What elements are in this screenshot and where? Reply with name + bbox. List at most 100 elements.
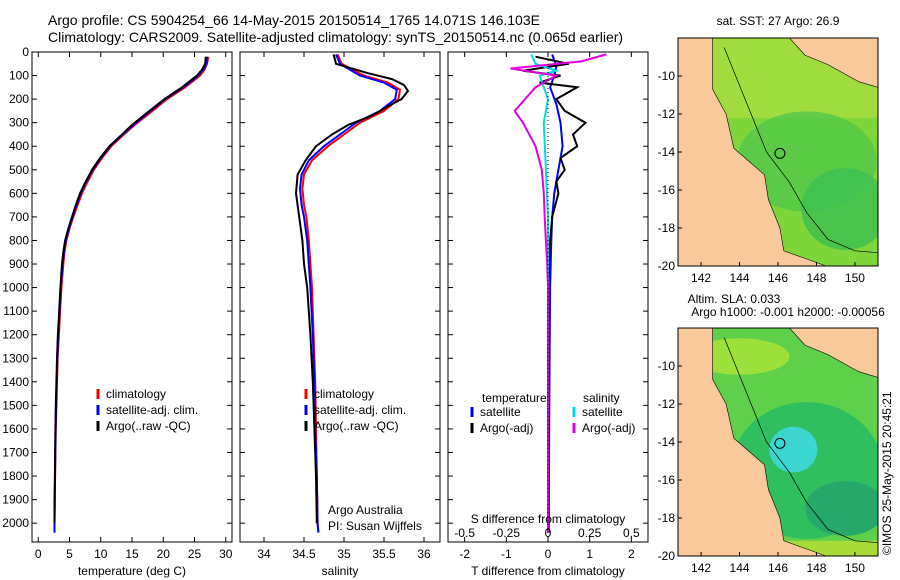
sla_map-ytick-label: -10 bbox=[658, 359, 676, 373]
depth-tick-label: 0 bbox=[22, 45, 29, 59]
diff-s-xlabel: S difference from climatology bbox=[471, 512, 626, 526]
sla_map-ytick-label: -18 bbox=[658, 511, 676, 525]
temperature-legend-label: climatology bbox=[106, 387, 166, 401]
sst_map-ytick-label: -10 bbox=[658, 69, 676, 83]
sla_map-xtick-label: 146 bbox=[768, 561, 788, 575]
temperature-legend-label: satellite-adj. clim. bbox=[106, 403, 198, 417]
depth-tick-label: 1400 bbox=[2, 375, 29, 389]
sla_map-patch-se bbox=[805, 481, 878, 536]
difference-series-3 bbox=[510, 53, 607, 533]
temperature-xtick-label: 10 bbox=[94, 547, 108, 561]
sst_map-patch-south bbox=[801, 167, 878, 251]
depth-tick-label: 400 bbox=[9, 139, 29, 153]
salinity-xtick-label: 34 bbox=[257, 547, 271, 561]
sla_map-ytick-label: -12 bbox=[658, 397, 676, 411]
sst_map-xtick-label: 150 bbox=[845, 271, 865, 285]
sst_map: 142 144 146 148 150 -10 -12 -14 -16 -18 -20 bbox=[658, 37, 879, 285]
sst_map-ytick-label: -14 bbox=[658, 145, 676, 159]
salinity-legend-label: satellite-adj. clim. bbox=[314, 403, 406, 417]
diff-legend-label: Argo(-adj) bbox=[480, 421, 533, 435]
difference-xtick-label: 2 bbox=[628, 547, 635, 561]
sla_map-contour bbox=[723, 337, 878, 544]
sst_map-xtick-label: 148 bbox=[806, 271, 826, 285]
sla_map-field bbox=[678, 328, 878, 556]
sla_map-ytick-label: -20 bbox=[658, 549, 676, 563]
salinity-legend-label: Argo(..raw -QC) bbox=[314, 419, 399, 433]
salinity-frame bbox=[239, 51, 441, 543]
salinity-panel: 34 34.5 35 35.5 36 salinity bbox=[239, 51, 441, 578]
diff-legend-s-title: salinity bbox=[583, 391, 620, 405]
sla_map-xtick-label: 150 bbox=[845, 561, 865, 575]
depth-tick-label: 800 bbox=[9, 233, 29, 247]
diff-legend-t-title: temperature bbox=[482, 391, 547, 405]
salinity-xtick-label: 34.5 bbox=[292, 547, 316, 561]
difference-xtick-label: -2 bbox=[459, 547, 470, 561]
sla_map-patch-eddy bbox=[769, 426, 818, 473]
sla_map-xtick-label: 144 bbox=[730, 561, 750, 575]
depth-tick-label: 100 bbox=[9, 69, 29, 83]
depth-tick-label: 300 bbox=[9, 116, 29, 130]
temperature-series-2 bbox=[53, 56, 207, 524]
salinity-legend-label: climatology bbox=[314, 387, 374, 401]
salinity-xlabel: salinity bbox=[322, 564, 359, 578]
diff-legend-label: Argo(-adj) bbox=[582, 421, 635, 435]
temperature-xtick-label: 15 bbox=[125, 547, 139, 561]
difference-xtick-label: -1 bbox=[501, 547, 512, 561]
sla_map-land-png bbox=[789, 328, 878, 378]
sst_map-ytick-label: -20 bbox=[658, 259, 676, 273]
difference-xtick-label: 0 bbox=[545, 547, 552, 561]
sla_map-xtick-label: 142 bbox=[691, 561, 711, 575]
temperature-frame bbox=[31, 51, 233, 543]
sla_map-float-marker bbox=[774, 437, 786, 449]
salinity-series-2 bbox=[294, 54, 410, 524]
depth-tick-label: 900 bbox=[9, 257, 29, 271]
sst_map-ytick-label: -12 bbox=[658, 107, 676, 121]
depth-tick-label: 600 bbox=[9, 186, 29, 200]
temperature-panel: 0100200300400500600700800900100011001200… bbox=[2, 45, 232, 578]
timestamp-stamp: ©IMOS 25-May-2015 20:45:21 bbox=[880, 391, 894, 555]
depth-tick-label: 1900 bbox=[2, 493, 29, 507]
figure-title-line2: Climatology: CARS2009. Satellite-adjuste… bbox=[48, 29, 624, 45]
difference-panel: -2 -1 0 1 2T difference from climatology bbox=[447, 51, 649, 578]
salinity-xtick-label: 35 bbox=[337, 547, 351, 561]
salinity-series-1 bbox=[298, 54, 398, 533]
difference-xlabel: T difference from climatology bbox=[471, 564, 625, 578]
depth-tick-label: 1000 bbox=[2, 281, 29, 295]
temperature-xtick-label: 30 bbox=[219, 547, 233, 561]
depth-tick-label: 1800 bbox=[2, 469, 29, 483]
sst_map-contour bbox=[723, 47, 878, 254]
salinity-xtick-label: 35.5 bbox=[372, 547, 396, 561]
sst_map-xtick-label: 144 bbox=[730, 271, 750, 285]
sla_map-xtick-label: 148 bbox=[806, 561, 826, 575]
depth-tick-label: 1500 bbox=[2, 398, 29, 412]
diff-s-tick-label: 0.25 bbox=[578, 526, 602, 540]
depth-tick-label: 1100 bbox=[3, 304, 29, 318]
depth-tick-label: 2000 bbox=[2, 516, 29, 530]
depth-tick-label: 1200 bbox=[2, 328, 29, 342]
diff-s-tick-label: -0.25 bbox=[493, 526, 521, 540]
sst_map-land-png bbox=[789, 38, 878, 88]
depth-tick-label: 700 bbox=[9, 210, 29, 224]
sla_map-ytick-label: -16 bbox=[658, 473, 676, 487]
sst_map-xtick-label: 146 bbox=[768, 271, 788, 285]
sla_map-ytick-label: -14 bbox=[658, 435, 676, 449]
sst_map-xtick-label: 142 bbox=[691, 271, 711, 285]
depth-tick-label: 1600 bbox=[2, 422, 29, 436]
sla-map-subtitle: Argo h1000: -0.001 h2000: -0.00056 bbox=[691, 305, 885, 319]
temperature-xtick-label: 20 bbox=[157, 547, 171, 561]
temperature-xtick-label: 5 bbox=[66, 547, 73, 561]
depth-tick-label: 1700 bbox=[2, 445, 29, 459]
sla_map: 142 144 146 148 150 -10 -12 -14 -16 -18 -20 bbox=[658, 327, 879, 575]
sst_map-float-marker bbox=[774, 147, 786, 159]
diff-legend-label: satellite bbox=[480, 405, 521, 419]
depth-tick-label: 1300 bbox=[2, 351, 29, 365]
figure-title-line1: Argo profile: CS 5904254_66 14-May-2015 … bbox=[48, 12, 540, 28]
temperature-legend-label: Argo(..raw -QC) bbox=[106, 419, 191, 433]
diff-s-tick-label: 0.5 bbox=[623, 526, 640, 540]
diff-s-tick-label: 0 bbox=[545, 526, 552, 540]
sla_map-land bbox=[678, 328, 827, 556]
diff-s-tick-label: -0.5 bbox=[454, 526, 475, 540]
temperature-xtick-label: 25 bbox=[188, 547, 202, 561]
sst_map-ytick-label: -16 bbox=[658, 183, 676, 197]
